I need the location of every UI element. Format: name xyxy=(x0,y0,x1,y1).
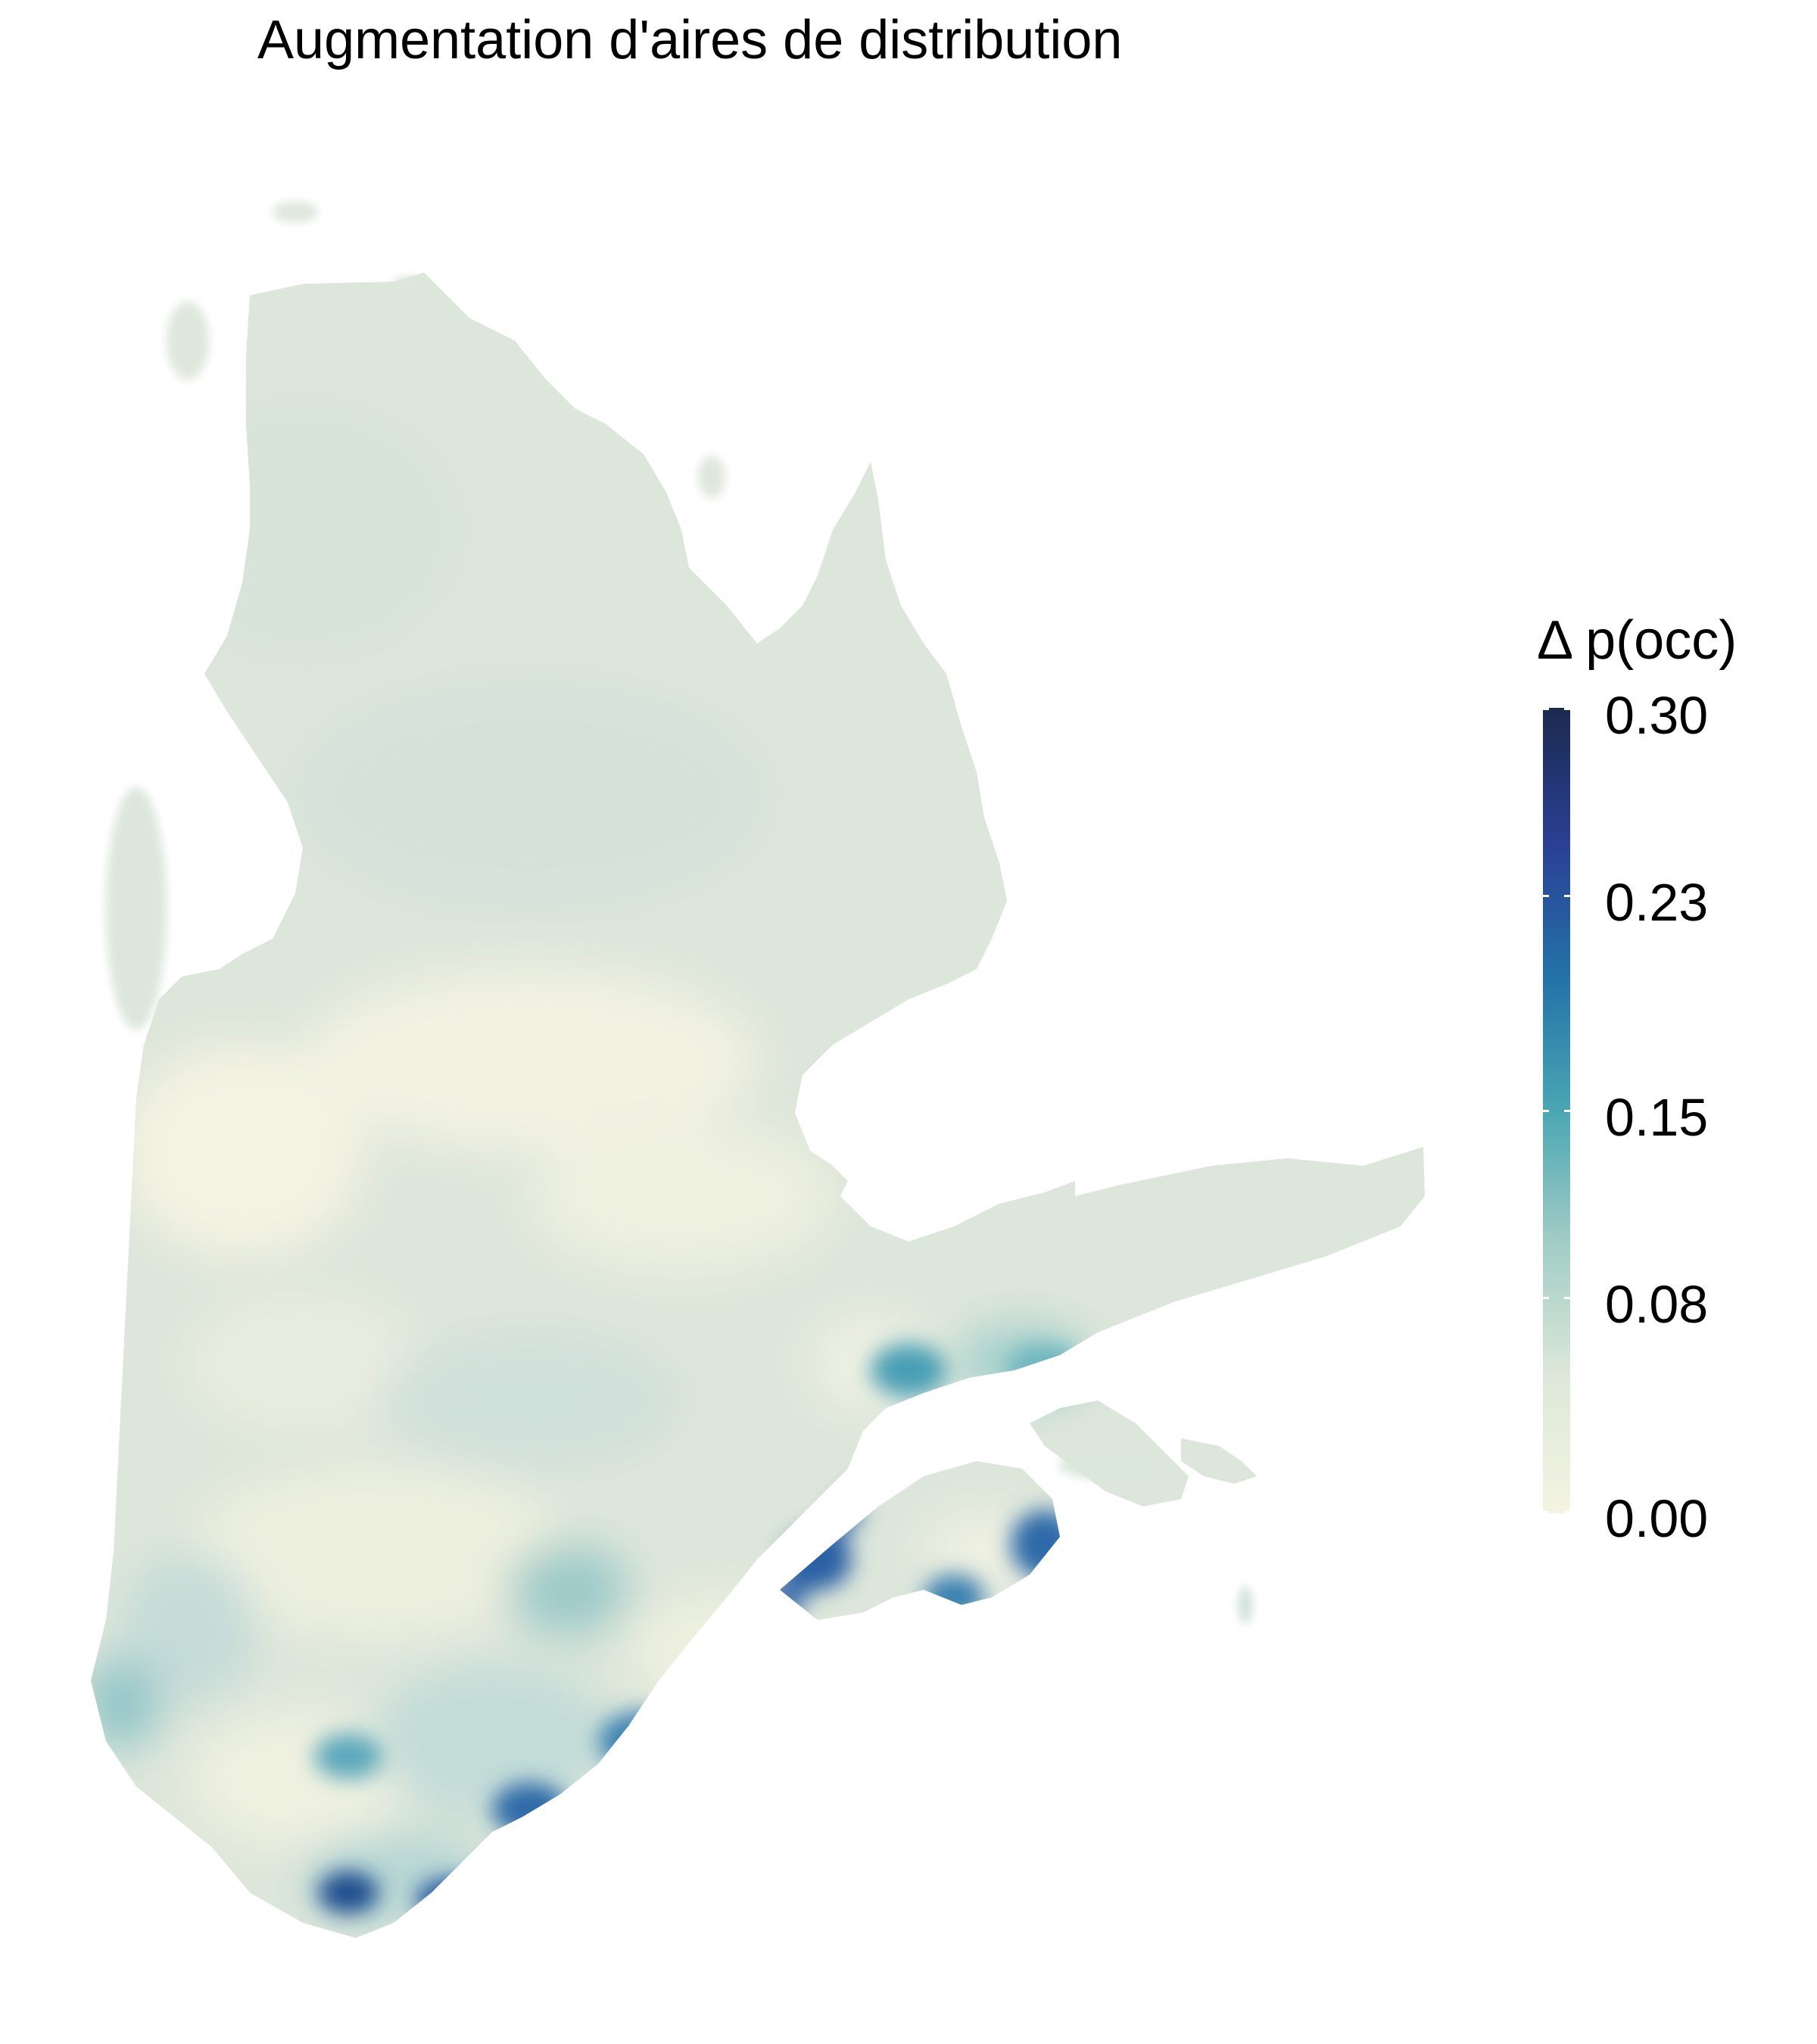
legend-tick-label: 0.30 xyxy=(1605,686,1709,745)
legend-tick-mark xyxy=(1564,895,1570,897)
legend-tick-mark xyxy=(1543,1511,1549,1513)
legend-tick-label: 0.15 xyxy=(1605,1088,1709,1147)
legend-title: Δ p(occ) xyxy=(1537,610,1738,671)
legend-tick-mark xyxy=(1564,1110,1570,1112)
legend-tick-mark xyxy=(1564,708,1570,710)
offshore-islands xyxy=(106,201,1253,1624)
legend-tick-label: 0.23 xyxy=(1605,873,1709,932)
legend-tick-mark xyxy=(1543,1110,1549,1112)
legend-tick-mark xyxy=(1564,1511,1570,1513)
legend-tick-label: 0.08 xyxy=(1605,1275,1709,1334)
legend-tick-mark xyxy=(1564,1297,1570,1299)
legend-tick-label: 0.00 xyxy=(1605,1489,1709,1548)
legend-tick-mark xyxy=(1543,1297,1549,1299)
land-fill xyxy=(91,273,1425,1938)
map-title: Augmentation d'aires de distribution xyxy=(257,10,1123,70)
legend-tick-mark xyxy=(1543,895,1549,897)
legend-tick-mark xyxy=(1543,708,1549,710)
